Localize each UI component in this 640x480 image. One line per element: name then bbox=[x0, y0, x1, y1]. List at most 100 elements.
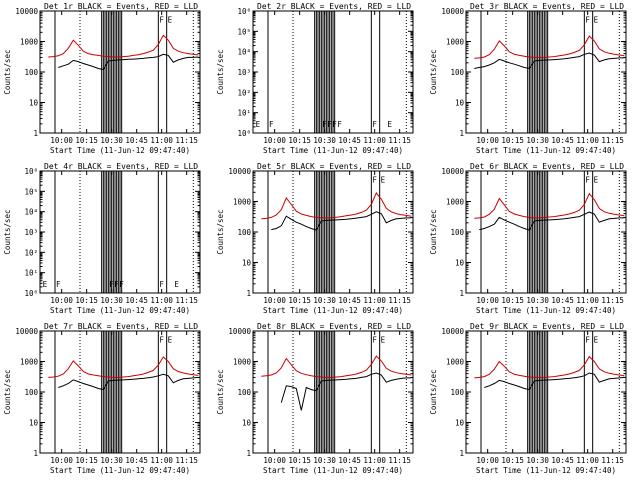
panel-det-9: 1 10 100 1000 10000 10:00 10:15 10:30 10:45 11:00… bbox=[429, 322, 627, 475]
x-tick-label: 10:30 bbox=[313, 136, 336, 145]
events-series-line bbox=[474, 52, 625, 70]
x-tick-label: 10:00 bbox=[476, 296, 499, 305]
panel-det-5: 1 10 100 1000 10000 10:00 10:15 10:30 10:45 11:00… bbox=[216, 162, 414, 315]
y-axis-label: Counts/sec bbox=[429, 49, 438, 94]
x-tick-label: 10:00 bbox=[50, 296, 73, 305]
y-tick-label: 10 bbox=[455, 419, 465, 428]
marker-lines bbox=[267, 331, 407, 453]
x-tick-label: 10:30 bbox=[100, 456, 123, 465]
x-tick-label: 10:30 bbox=[313, 296, 336, 305]
x-tick-label: 10:45 bbox=[338, 136, 361, 145]
x-tick-label: 10:30 bbox=[526, 456, 549, 465]
flag-letter: E bbox=[387, 120, 392, 129]
x-tick-label: 10:00 bbox=[263, 136, 286, 145]
x-tick-label: 10:15 bbox=[75, 136, 98, 145]
x-tick-label: 11:15 bbox=[388, 136, 411, 145]
y-tick-label: 10³ bbox=[24, 228, 38, 237]
flag-letter: E bbox=[43, 280, 48, 289]
x-axis-label: Start Time (11-Jun-12 09:47:40) bbox=[263, 146, 403, 155]
x-tick-label: 11:15 bbox=[175, 456, 198, 465]
flag-letter: F bbox=[327, 120, 332, 129]
x-tick-label: 11:00 bbox=[576, 456, 599, 465]
x-tick-label: 11:00 bbox=[363, 296, 386, 305]
y-tick-label: 10⁶ bbox=[237, 7, 251, 16]
events-series-line bbox=[58, 53, 199, 71]
x-tick-label: 11:00 bbox=[150, 136, 173, 145]
marker-lines bbox=[480, 11, 620, 133]
x-tick-label: 10:45 bbox=[551, 136, 574, 145]
y-ticks bbox=[253, 170, 413, 294]
x-tick-label: 11:15 bbox=[601, 296, 624, 305]
y-tick-label: 100 bbox=[24, 68, 38, 77]
x-tick-label: 11:15 bbox=[175, 296, 198, 305]
y-tick-label: 10² bbox=[24, 248, 38, 257]
flag-letter: F bbox=[159, 15, 164, 24]
marker-lines bbox=[54, 11, 194, 133]
lld-series-line bbox=[48, 356, 199, 378]
y-tick-label: 1000 bbox=[233, 198, 252, 207]
x-tick-label: 11:00 bbox=[363, 136, 386, 145]
panel-det-4: 10⁰ 10¹ 10² 10³ 10⁴ 10⁵ 10⁶ 10:00 10:15 10:30 10:4… bbox=[3, 162, 201, 315]
y-axis-label: Counts/sec bbox=[429, 209, 438, 254]
plot-title: Det 5r BLACK = Events, RED = LLD bbox=[257, 162, 411, 171]
y-tick-label: 1000 bbox=[20, 38, 39, 47]
y-ticks bbox=[40, 10, 200, 134]
flag-letter: F bbox=[269, 120, 274, 129]
y-tick-label: 10⁴ bbox=[237, 48, 251, 57]
y-axis-label: Counts/sec bbox=[216, 209, 225, 254]
y-axis-label: Counts/sec bbox=[3, 49, 12, 94]
y-ticks bbox=[466, 330, 626, 454]
x-tick-label: 10:00 bbox=[263, 456, 286, 465]
y-tick-label: 10000 bbox=[228, 327, 251, 336]
y-tick-label: 10² bbox=[237, 88, 251, 97]
x-axis-label: Start Time (11-Jun-12 09:47:40) bbox=[476, 146, 616, 155]
marker-lines bbox=[480, 331, 620, 453]
y-tick-label: 10000 bbox=[441, 327, 464, 336]
y-tick-label: 100 bbox=[450, 68, 464, 77]
plot-title: Det 9r BLACK = Events, RED = LLD bbox=[470, 322, 624, 331]
y-tick-label: 10⁴ bbox=[24, 208, 38, 217]
plot-title: Det 7r BLACK = Events, RED = LLD bbox=[44, 322, 198, 331]
marker-lines bbox=[267, 171, 407, 293]
y-tick-label: 10 bbox=[242, 259, 252, 268]
x-tick-label: 10:45 bbox=[125, 296, 148, 305]
marker-lines bbox=[54, 171, 194, 293]
flag-letter: E bbox=[168, 15, 173, 24]
y-tick-label: 1 bbox=[33, 129, 38, 138]
y-tick-label: 10³ bbox=[237, 68, 251, 77]
y-tick-label: 1000 bbox=[446, 358, 465, 367]
x-tick-label: 10:30 bbox=[100, 296, 123, 305]
y-tick-label: 1000 bbox=[446, 198, 465, 207]
flag-letter: F bbox=[159, 335, 164, 344]
x-tick-label: 10:00 bbox=[50, 456, 73, 465]
x-tick-label: 10:45 bbox=[551, 296, 574, 305]
flag-letter: F bbox=[56, 280, 61, 289]
flag-letter: F bbox=[119, 280, 124, 289]
plot-title: Det 8r BLACK = Events, RED = LLD bbox=[257, 322, 411, 331]
y-tick-label: 1 bbox=[246, 289, 251, 298]
y-tick-label: 10⁵ bbox=[237, 27, 251, 36]
x-axis-label: Start Time (11-Jun-12 09:47:40) bbox=[476, 466, 616, 475]
x-tick-label: 11:00 bbox=[576, 296, 599, 305]
flag-letter: E bbox=[168, 335, 173, 344]
panel-det-7: 1 10 100 1000 10000 10:00 10:15 10:30 10:45 11:00… bbox=[3, 322, 201, 475]
flag-letter: F bbox=[109, 280, 114, 289]
plot-title: Det 1r BLACK = Events, RED = LLD bbox=[44, 2, 198, 11]
events-series-line bbox=[479, 211, 625, 231]
flag-letter: F bbox=[332, 120, 337, 129]
plot-title: Det 6r BLACK = Events, RED = LLD bbox=[470, 162, 624, 171]
y-tick-label: 10000 bbox=[441, 7, 464, 16]
flag-letter: E bbox=[594, 335, 599, 344]
flag-letter: F bbox=[322, 120, 327, 129]
y-ticks bbox=[253, 330, 413, 454]
y-tick-label: 100 bbox=[450, 228, 464, 237]
panel-det-1: 1 10 100 1000 10000 10:00 10:15 10:30 10:45 11:00… bbox=[3, 2, 201, 155]
y-tick-label: 10⁰ bbox=[237, 129, 251, 138]
lld-series-line bbox=[474, 355, 625, 379]
x-axis-label: Start Time (11-Jun-12 09:47:40) bbox=[50, 466, 190, 475]
x-tick-label: 10:30 bbox=[526, 136, 549, 145]
y-axis-label: Counts/sec bbox=[429, 369, 438, 414]
y-tick-label: 1 bbox=[459, 289, 464, 298]
x-tick-label: 11:00 bbox=[150, 456, 173, 465]
